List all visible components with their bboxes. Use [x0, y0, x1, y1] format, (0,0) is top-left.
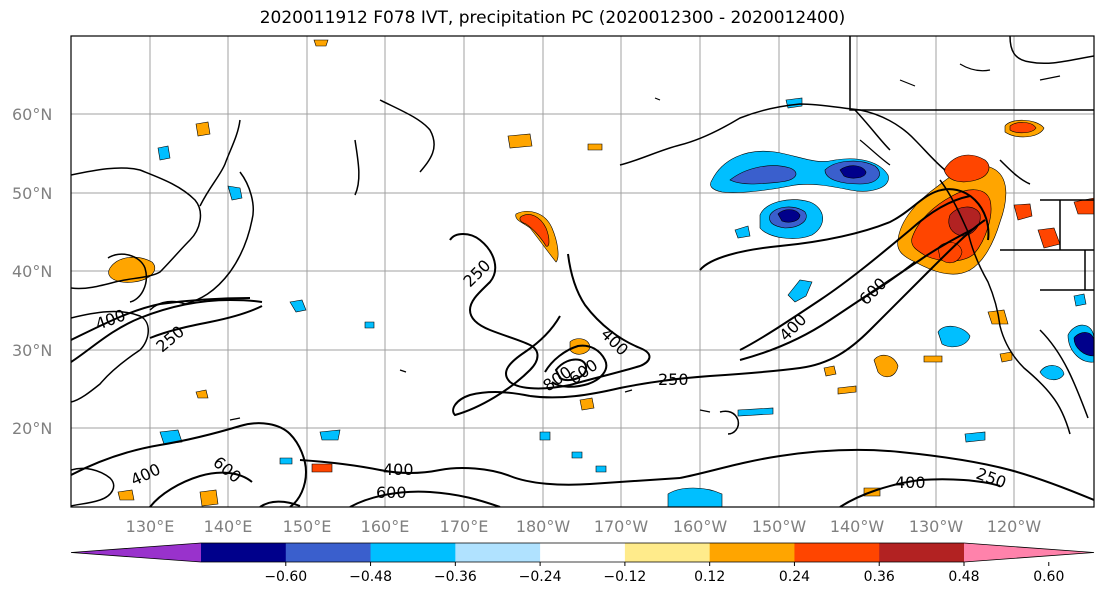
lat-label-30n: 30°N: [12, 341, 52, 360]
lon-label-140w: 140°W: [830, 517, 885, 536]
lat-label-20n: 20°N: [12, 419, 52, 438]
lon-label-130e: 130°E: [126, 517, 175, 536]
colorbar-tick-label: −0.12: [603, 569, 646, 585]
colorbar-tick-label: −0.24: [519, 569, 562, 585]
lon-label-150e: 150°E: [283, 517, 332, 536]
colorbar-outline: [70, 542, 1095, 563]
colorbar-extend-low: [71, 543, 201, 562]
longitude-labels: 130°E 140°E 150°E 160°E 170°E 180°W 170°…: [126, 517, 1042, 536]
colorbar: −0.60 −0.48 −0.36 −0.24 −0.12 0.12 0.24 0.36 0.4…: [70, 542, 1095, 585]
lon-label-170e: 170°E: [440, 517, 489, 536]
lon-label-160e: 160°E: [361, 517, 410, 536]
colorbar-tick-label: 0.12: [694, 569, 725, 585]
colorbar-segment: [794, 543, 880, 562]
colorbar-tick-label: 0.24: [779, 569, 810, 585]
contour-label-600-south: 600: [376, 483, 407, 502]
colorbar-segment: [540, 543, 626, 562]
colorbar-segment: [624, 543, 711, 562]
colorbar-segment: [709, 543, 795, 562]
lat-label-60n: 60°N: [12, 105, 52, 124]
lon-label-120w: 120°W: [987, 517, 1042, 536]
map-frame: [70, 35, 1095, 508]
colorbar-segment: [370, 543, 456, 562]
lon-label-140e: 140°E: [204, 517, 253, 536]
colorbar-tick-label: −0.60: [264, 569, 307, 585]
colorbar-segment: [879, 543, 965, 562]
contour-label-400-south: 400: [383, 460, 414, 479]
lat-label-50n: 50°N: [12, 184, 52, 203]
colorbar-segment: [201, 543, 287, 562]
lon-label-130w: 130°W: [909, 517, 964, 536]
lon-label-180w: 180°W: [516, 517, 571, 536]
colorbar-tick-label: 0.60: [1033, 569, 1064, 585]
lon-label-160w: 160°W: [673, 517, 728, 536]
lon-label-150w: 150°W: [752, 517, 807, 536]
latitude-labels: 60°N 50°N 40°N 30°N 20°N: [12, 105, 52, 438]
colorbar-segment: [455, 543, 541, 562]
contour-label-400-se: 400: [895, 473, 926, 492]
lon-label-170w: 170°W: [594, 517, 649, 536]
lat-label-40n: 40°N: [12, 262, 52, 281]
map-title: 2020011912 F078 IVT, precipitation PC (2…: [259, 8, 846, 28]
island-fragments: [229, 63, 1061, 421]
ivt-contours: [71, 188, 1094, 507]
contour-label-250-east: 250: [658, 370, 689, 389]
colorbar-tick-label: −0.48: [349, 569, 392, 585]
precip-negative-regions: [157, 97, 1094, 507]
colorbar-segment: [285, 543, 372, 562]
colorbar-tick-label: −0.36: [434, 569, 477, 585]
colorbar-extend-high: [964, 543, 1094, 562]
colorbar-tick-label: 0.48: [948, 569, 979, 585]
colorbar-tick-label: 0.36: [864, 569, 895, 585]
